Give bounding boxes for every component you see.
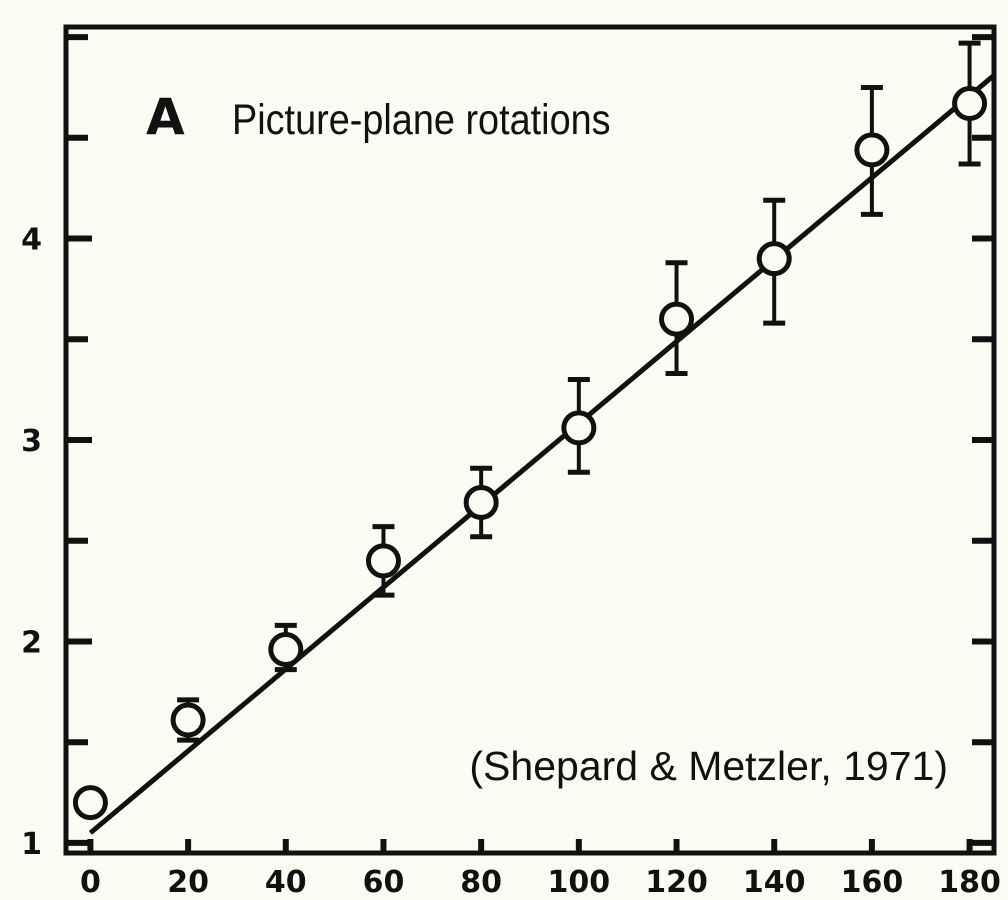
x-tick-label: 80 [460,865,502,900]
y-tick-label: 4 [21,223,42,258]
data-point [952,86,988,122]
regression-line [88,73,996,835]
panel-label: A [146,88,185,146]
y-tick-label: 2 [21,625,42,660]
data-point [756,241,792,277]
data-point [72,785,108,821]
x-tick-label: 160 [841,865,904,900]
citation-annotation: (Shepard & Metzler, 1971) [469,743,948,789]
x-tick-label: 0 [80,865,101,900]
data-point [854,132,890,168]
x-tick-label: 60 [363,865,405,900]
data-point [561,410,597,446]
x-tick-label: 40 [265,865,307,900]
chart-title: Picture-plane rotations [232,95,611,144]
x-tick-label: 120 [645,865,708,900]
y-axis-ticks: 1 2 3 4 [21,34,994,862]
data-point [268,632,304,668]
data-point [365,543,401,579]
data-point [170,702,206,738]
y-tick-label: 3 [21,424,42,459]
data-points-layer [72,86,988,821]
x-axis-ticks: 0 20 40 60 80 100 120 140 160 180 [80,839,1001,900]
data-point [463,484,499,520]
x-tick-label: 100 [548,865,611,900]
fit-line-layer [88,73,996,835]
x-tick-label: 20 [167,865,209,900]
y-tick-label: 1 [21,827,42,862]
data-point [659,301,695,337]
x-tick-label: 180 [938,865,1001,900]
x-tick-label: 140 [743,865,806,900]
